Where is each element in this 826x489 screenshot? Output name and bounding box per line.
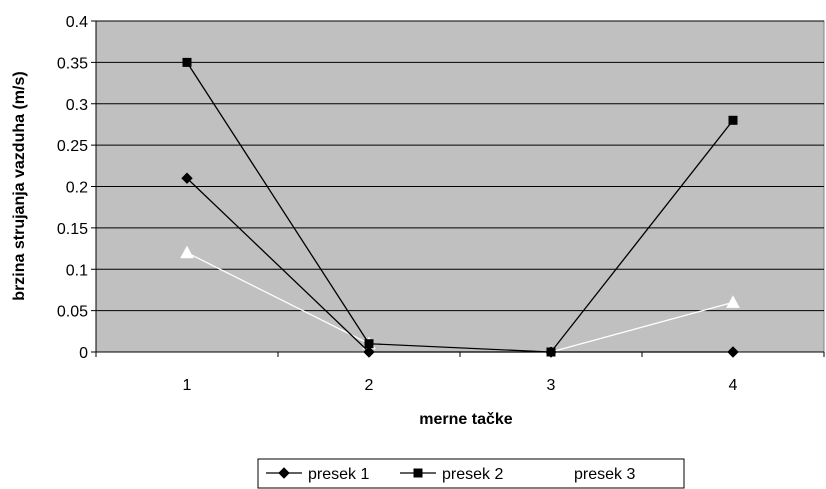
diamond-marker — [363, 346, 375, 358]
legend: presek 1 presek 2 presek 3 — [266, 465, 635, 483]
series-group — [180, 57, 740, 358]
y-tick-label: 0.4 — [66, 14, 88, 31]
series-line — [186, 62, 734, 353]
square-marker — [728, 115, 738, 125]
square-marker — [413, 468, 423, 478]
series-presek-2 — [182, 57, 738, 357]
legend-label: presek 3 — [574, 466, 635, 483]
x-axis: 1 2 3 4 — [95, 351, 825, 394]
y-tick-label: 0.25 — [57, 138, 88, 155]
diamond-marker — [278, 467, 290, 479]
legend-label: presek 1 — [308, 466, 369, 483]
triangle-marker — [726, 295, 740, 308]
square-marker — [182, 57, 192, 67]
legend-item: presek 3 — [532, 465, 635, 483]
triangle-marker — [543, 465, 557, 479]
series-presek-1 — [181, 172, 739, 358]
y-tick-label: 0 — [79, 345, 88, 362]
x-tick-label: 2 — [365, 377, 374, 394]
legend-box — [257, 458, 685, 489]
diamond-marker — [727, 346, 739, 358]
diamond-marker — [545, 346, 557, 358]
series-line — [186, 177, 733, 353]
x-tick-label: 3 — [547, 377, 556, 394]
triangle-marker — [180, 245, 194, 259]
y-tick-label: 0.05 — [57, 304, 88, 321]
y-tick-label: 0.15 — [57, 221, 88, 238]
y-tick-label: 0.2 — [66, 180, 88, 197]
legend-item: presek 2 — [400, 466, 503, 483]
y-tick-label: 0.3 — [66, 97, 88, 114]
y-axis: 0 0.05 0.1 0.15 0.2 0.25 0.3 0.35 0.4 — [57, 14, 97, 362]
x-tick-label: 4 — [729, 377, 738, 394]
x-axis-title: merne tačke — [419, 411, 512, 428]
y-tick-label: 0.35 — [57, 55, 88, 72]
x-tick-label: 1 — [183, 377, 192, 394]
legend-label: presek 2 — [442, 466, 503, 483]
legend-item: presek 1 — [266, 466, 369, 483]
y-axis-title: brzina strujanja vazduha (m/s) — [11, 71, 28, 300]
diamond-marker — [181, 172, 193, 184]
y-tick-label: 0.1 — [66, 262, 88, 279]
